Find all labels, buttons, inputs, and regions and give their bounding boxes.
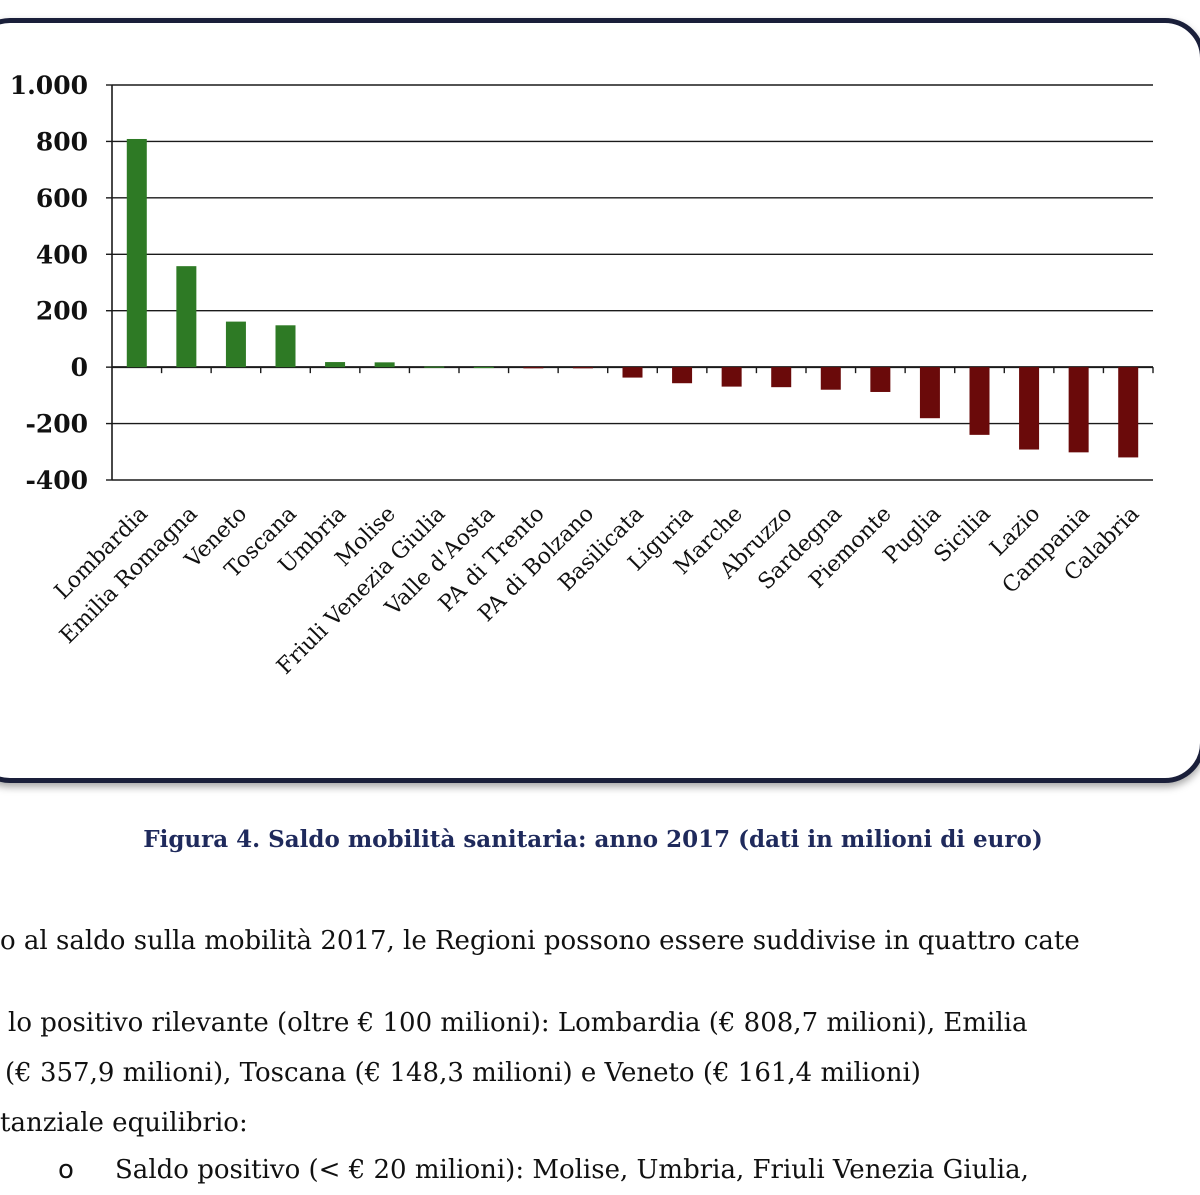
bullet-item-text: Saldo positivo (< € 20 milioni): Molise,… xyxy=(115,1155,1029,1185)
bar-toscana xyxy=(275,325,296,368)
y-tick-label: -200 xyxy=(25,410,88,439)
bar-pa-di-trento xyxy=(523,367,544,369)
bar-liguria xyxy=(672,367,693,384)
bar-sicilia xyxy=(969,367,990,435)
bar-abruzzo xyxy=(771,367,792,388)
bar-pa-di-bolzano xyxy=(572,367,593,369)
bar-veneto xyxy=(225,321,246,368)
y-tick-label: 200 xyxy=(36,297,88,326)
paragraph-line-4: tanziale equilibrio: xyxy=(0,1108,248,1138)
y-tick-label: 0 xyxy=(71,353,88,382)
bar-calabria xyxy=(1118,367,1139,458)
figure-caption: Figura 4. Saldo mobilità sanitaria: anno… xyxy=(143,826,1043,853)
bar-marche xyxy=(721,367,742,387)
bar-valle-d-aosta xyxy=(473,366,494,369)
bar-piemonte xyxy=(870,367,891,392)
bar-sardegna xyxy=(820,367,841,390)
paragraph-line-3: (€ 357,9 milioni), Toscana (€ 148,3 mili… xyxy=(5,1058,921,1088)
y-tick-label: -400 xyxy=(25,466,88,495)
x-tick-label: Sicilia xyxy=(930,502,996,568)
bar-basilicata xyxy=(622,367,643,378)
y-tick-label: 1.000 xyxy=(10,71,88,100)
chart-frame xyxy=(0,18,1200,783)
bar-lombardia xyxy=(126,138,147,368)
bar-friuli-venezia-giulia xyxy=(424,366,445,368)
y-tick-label: 800 xyxy=(36,127,88,156)
paragraph-line-2: lo positivo rilevante (oltre € 100 milio… xyxy=(8,1008,1028,1038)
paragraph-line-1: o al saldo sulla mobilità 2017, le Regio… xyxy=(0,926,1080,956)
bar-emilia-romagna xyxy=(176,266,197,368)
bar-umbria xyxy=(325,362,346,368)
y-tick-label: 600 xyxy=(36,184,88,213)
bar-puglia xyxy=(919,367,940,419)
bar-chart: -400-20002004006008001.000LombardiaEmili… xyxy=(10,71,1154,680)
y-tick-label: 400 xyxy=(36,240,88,269)
bullet-marker: o xyxy=(58,1155,74,1185)
bar-molise xyxy=(374,362,395,368)
bar-campania xyxy=(1068,367,1089,453)
bar-lazio xyxy=(1019,367,1040,450)
